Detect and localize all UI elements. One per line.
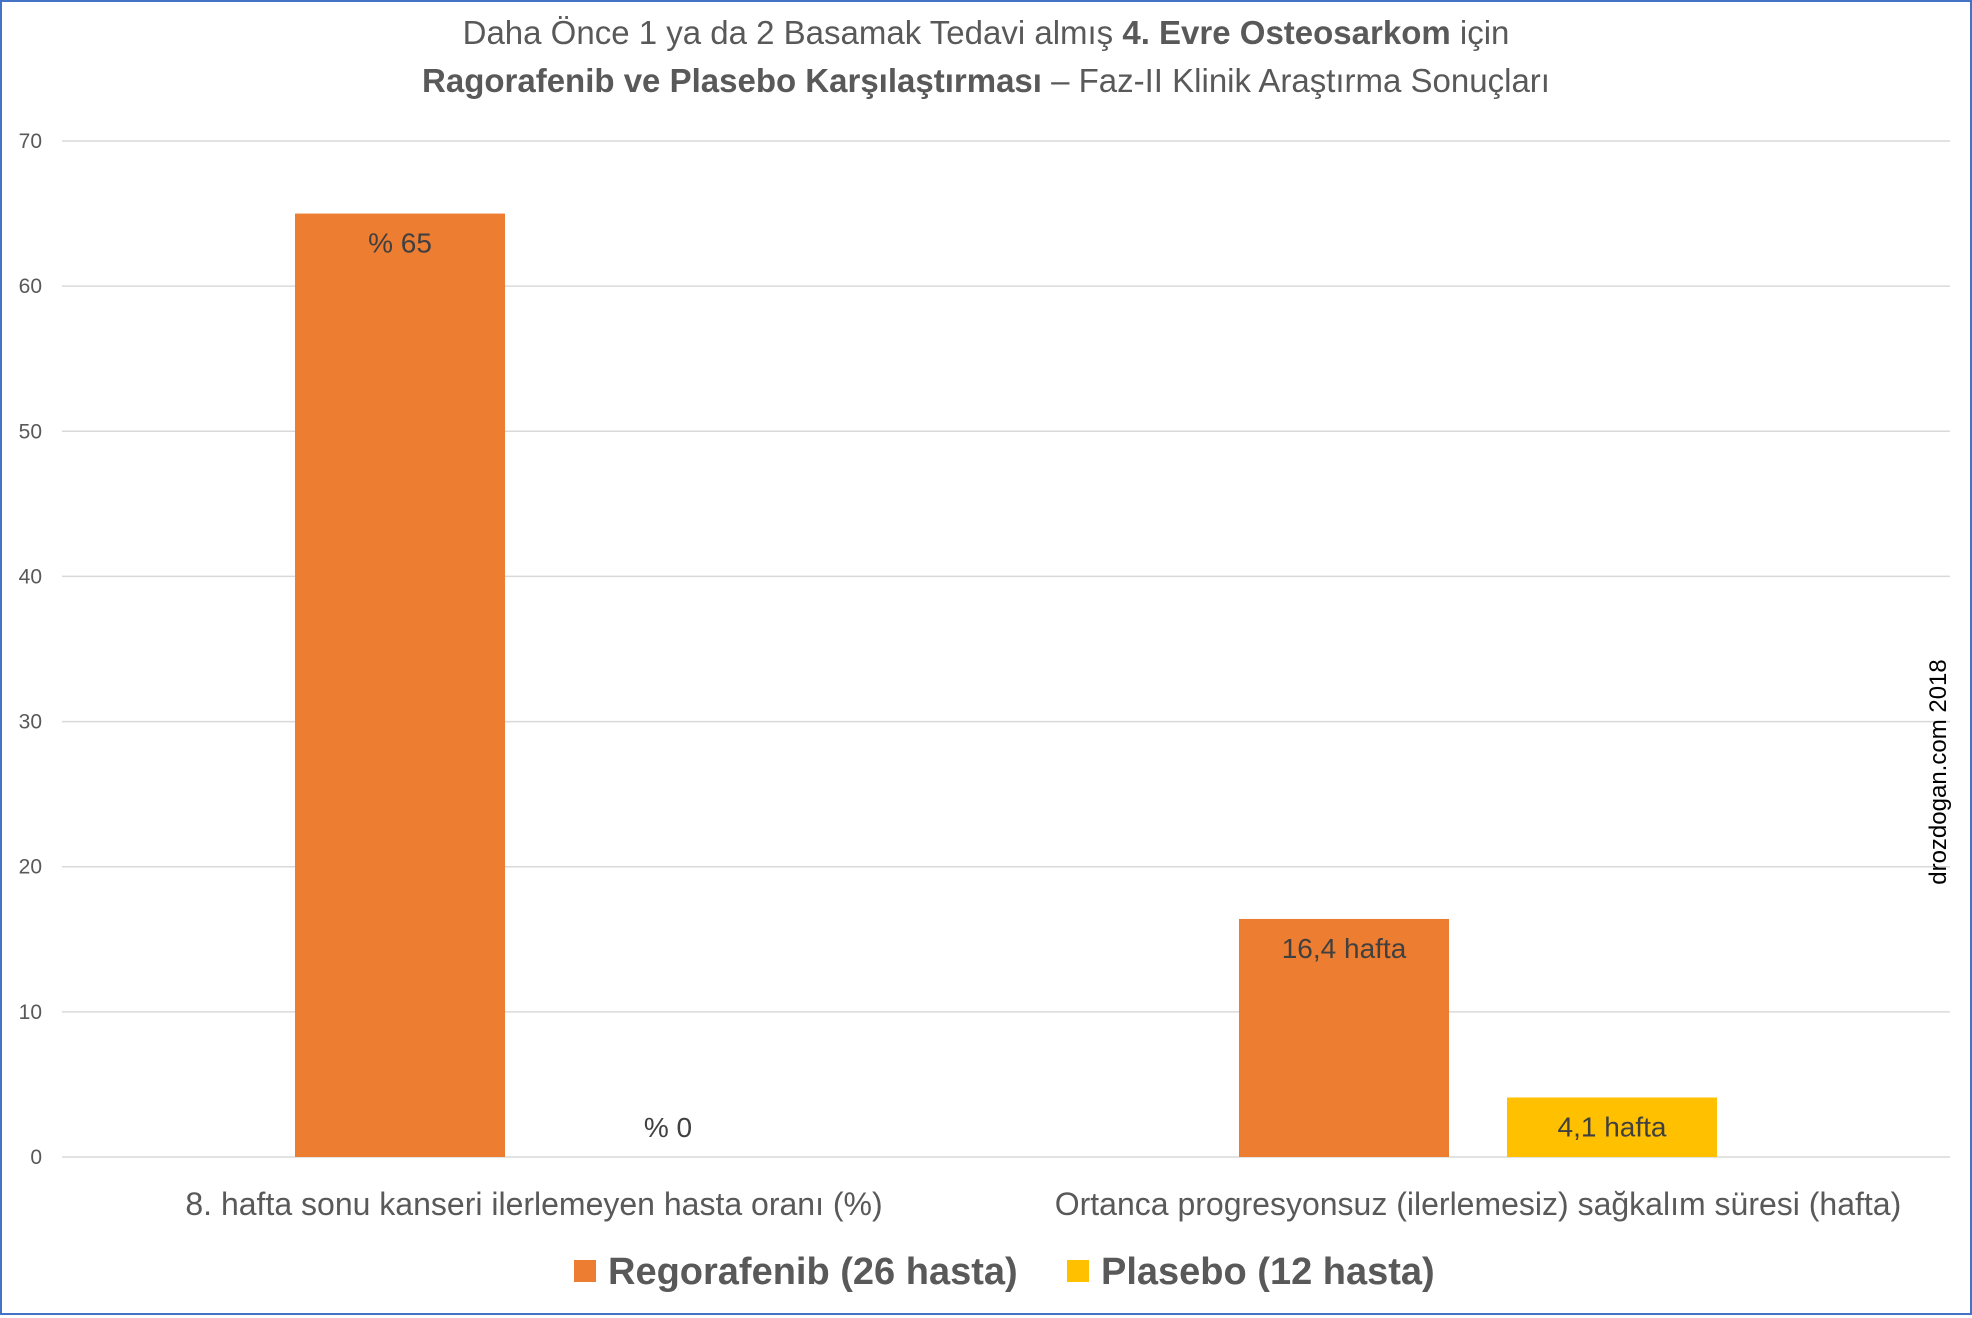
y-tick-label: 60 <box>19 275 42 298</box>
data-label: % 65 <box>368 228 432 259</box>
y-tick-label: 50 <box>19 420 42 443</box>
chart-title-segment: için <box>1451 14 1510 51</box>
data-label: % 0 <box>644 1112 692 1143</box>
y-tick-label: 20 <box>19 856 42 879</box>
data-label: 4,1 hafta <box>1558 1111 1667 1142</box>
chart-title-line: Ragorafenib ve Plasebo Karşılaştırması –… <box>422 62 1550 99</box>
y-tick-label: 70 <box>19 130 42 153</box>
data-label: 16,4 hafta <box>1282 933 1407 964</box>
y-tick-label: 10 <box>19 1001 42 1024</box>
y-tick-label: 40 <box>19 565 42 588</box>
legend-swatch <box>1067 1260 1089 1282</box>
y-tick-label: 30 <box>19 711 42 734</box>
legend-label: Plasebo (12 hasta) <box>1101 1251 1435 1293</box>
watermark-text: drozdogan.com 2018 <box>1925 659 1952 885</box>
data-labels: % 65 % 0 16,4 hafta 4,1 hafta <box>368 228 1667 1143</box>
chart-title-segment: Ragorafenib ve Plasebo Karşılaştırması <box>422 62 1042 99</box>
x-category-label: Ortanca progresyonsuz (ilerlemesiz) sağk… <box>1055 1186 1902 1222</box>
y-axis-ticks: 0 10 20 30 40 50 60 70 <box>19 130 42 1169</box>
chart-title-line: Daha Önce 1 ya da 2 Basamak Tedavi almış… <box>463 14 1510 51</box>
bar <box>1239 918 1449 1157</box>
chart-title-segment: – Faz-II Klinik Araştırma Sonuçları <box>1042 62 1550 99</box>
legend: Regorafenib (26 hasta) Plasebo (12 hasta) <box>574 1251 1435 1293</box>
legend-swatch <box>574 1260 596 1282</box>
y-tick-label: 0 <box>30 1146 42 1169</box>
legend-label: Regorafenib (26 hasta) <box>608 1251 1018 1293</box>
bars <box>295 213 1717 1158</box>
chart-title-segment: 4. Evre Osteosarkom <box>1122 14 1450 51</box>
x-category-label: 8. hafta sonu kanseri ilerlemeyen hasta … <box>185 1186 882 1222</box>
chart-title-segment: Daha Önce 1 ya da 2 Basamak Tedavi almış <box>463 14 1123 51</box>
x-axis-categories: 8. hafta sonu kanseri ilerlemeyen hasta … <box>185 1186 1901 1222</box>
chart-title: Daha Önce 1 ya da 2 Basamak Tedavi almış… <box>422 14 1550 99</box>
bar <box>1507 1097 1717 1157</box>
bar <box>295 213 505 1158</box>
